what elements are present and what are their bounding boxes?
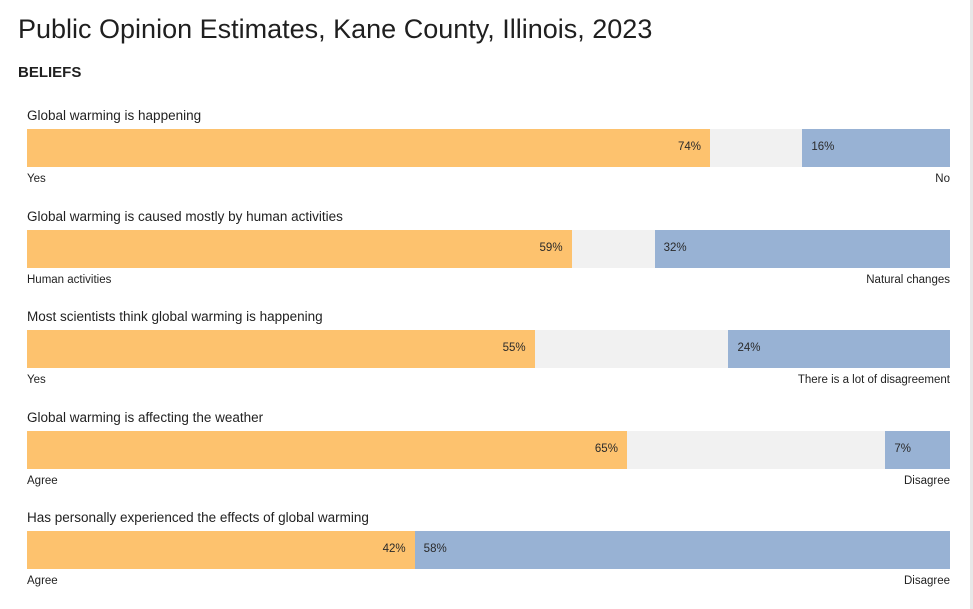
left-percent-label: 55% xyxy=(502,342,526,354)
chart-row: Global warming is caused mostly by human… xyxy=(27,209,950,299)
bar-right-segment[interactable]: 32% xyxy=(654,230,950,268)
bar-track: 55% 24% xyxy=(27,330,950,368)
bar-left-segment[interactable]: 42% xyxy=(27,531,415,569)
right-end-label: There is a lot of disagreement xyxy=(797,374,950,386)
chart-row: Global warming is happening 74% 16% Yes No xyxy=(27,108,950,198)
bar-left-segment[interactable]: 65% xyxy=(27,431,627,469)
question-label: Global warming is happening xyxy=(27,108,202,123)
bar-track: 65% 7% xyxy=(27,431,950,469)
chart-row: Most scientists think global warming is … xyxy=(27,309,950,399)
left-percent-label: 74% xyxy=(677,141,702,153)
bar-right-segment[interactable]: 58% xyxy=(414,531,950,569)
scrollbar[interactable] xyxy=(970,0,973,609)
bar-track: 42% 58% xyxy=(27,531,950,569)
bar-right-segment[interactable]: 7% xyxy=(885,431,950,469)
question-label: Has personally experienced the effects o… xyxy=(27,510,369,525)
right-end-label: No xyxy=(935,173,950,185)
right-percent-label: 7% xyxy=(894,443,912,455)
page-title: Public Opinion Estimates, Kane County, I… xyxy=(18,14,653,44)
question-label: Global warming is caused mostly by human… xyxy=(27,209,343,224)
question-label: Global warming is affecting the weather xyxy=(27,410,264,425)
right-percent-label: 58% xyxy=(423,543,447,555)
right-percent-label: 32% xyxy=(663,242,687,254)
chart-row: Has personally experienced the effects o… xyxy=(27,510,950,600)
left-percent-label: 59% xyxy=(539,242,563,254)
left-percent-label: 42% xyxy=(382,543,406,555)
bar-track: 74% 16% xyxy=(27,129,950,167)
question-label: Most scientists think global warming is … xyxy=(27,309,323,324)
section-title: BELIEFS xyxy=(18,64,82,81)
right-end-label: Disagree xyxy=(903,575,950,587)
left-end-label: Human activities xyxy=(27,274,112,286)
left-end-label: Agree xyxy=(27,575,58,587)
bar-right-segment[interactable]: 24% xyxy=(728,330,950,368)
right-end-label: Disagree xyxy=(903,475,950,487)
bar-track: 59% 32% xyxy=(27,230,950,268)
left-percent-label: 65% xyxy=(594,443,618,455)
right-end-label: Natural changes xyxy=(866,274,950,286)
right-percent-label: 16% xyxy=(811,141,835,153)
left-end-label: Agree xyxy=(27,475,58,487)
bar-left-segment[interactable]: 74% xyxy=(27,129,711,167)
chart-row: Global warming is affecting the weather 6… xyxy=(27,410,950,500)
bar-left-segment[interactable]: 55% xyxy=(27,330,535,368)
right-percent-label: 24% xyxy=(737,342,761,354)
bar-left-segment[interactable]: 59% xyxy=(27,230,572,268)
left-end-label: Yes xyxy=(27,374,46,386)
bar-right-segment[interactable]: 16% xyxy=(802,129,950,167)
left-end-label: Yes xyxy=(27,173,46,185)
